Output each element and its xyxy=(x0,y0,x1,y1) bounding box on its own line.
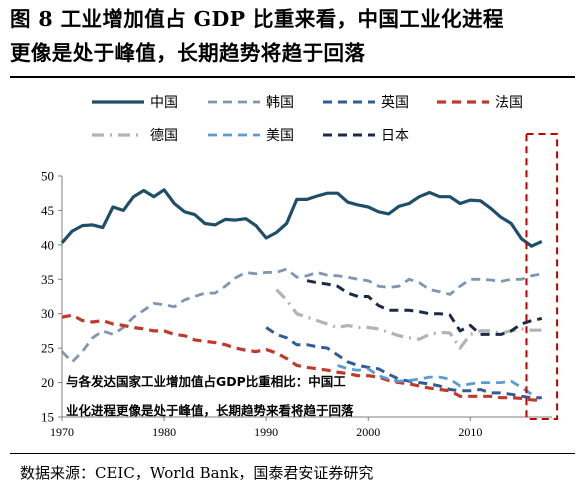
highlight-box xyxy=(525,133,559,420)
y-tick-label: 15 xyxy=(41,410,54,425)
figure-title-line1: 图 8 工业增加值占 GDP 比重来看，中国工业化进程 xyxy=(10,7,504,31)
chart-axes: 15 20 25 30 35 40 45 50 1970 1980 1990 2000 2010 xyxy=(41,169,552,439)
legend-label-6: 日本 xyxy=(381,128,409,144)
legend-label-3: 法国 xyxy=(495,95,523,111)
legend-label-1: 韩国 xyxy=(266,95,294,111)
legend-label-4: 德国 xyxy=(150,128,178,144)
source-rule xyxy=(10,453,575,454)
series-line-0 xyxy=(60,188,543,248)
x-tick-label: 1980 xyxy=(152,425,176,439)
source-note: 数据来源：CEIC，World Bank，国泰君安证券研究 xyxy=(20,464,374,482)
chart-series xyxy=(60,188,543,403)
x-tick-label: 1970 xyxy=(50,425,74,439)
y-tick-label: 30 xyxy=(41,306,54,321)
chart-annotation: 与各发达国家工业增加值占GDP比重相比：中国工 业化进程更像是处于峰值，长期趋势… xyxy=(66,374,354,418)
figure-title-line2: 更像是处于峰值，长期趋势将趋于回落 xyxy=(10,41,366,65)
x-tick-label: 1990 xyxy=(254,425,278,439)
series-line-6 xyxy=(306,279,543,336)
y-tick-label: 25 xyxy=(41,341,54,356)
annotation-line2: 业化进程更像是处于峰值，长期趋势来看将趋于回落 xyxy=(66,403,354,418)
series-line-3 xyxy=(61,313,542,403)
figure-title: 图 8 工业增加值占 GDP 比重来看，中国工业化进程 更像是处于峰值，长期趋势… xyxy=(10,2,575,70)
y-tick-label: 50 xyxy=(41,169,54,184)
series-line-1 xyxy=(61,267,543,364)
highlight-rect xyxy=(525,133,559,420)
series-line-4 xyxy=(275,288,542,350)
y-tick-label: 45 xyxy=(41,203,54,218)
series-line-2 xyxy=(265,326,542,400)
legend-label-2: 英国 xyxy=(381,94,409,111)
y-tick-label: 20 xyxy=(41,375,54,390)
x-tick-label: 2000 xyxy=(356,425,380,439)
y-tick-label: 40 xyxy=(41,237,54,252)
y-tick-label: 35 xyxy=(41,272,54,287)
legend-label-0: 中国 xyxy=(150,95,178,111)
annotation-line1: 与各发达国家工业增加值占GDP比重相比：中国工 xyxy=(66,374,346,389)
title-rule xyxy=(10,76,575,78)
legend-label-5: 美国 xyxy=(266,128,294,144)
x-tick-label: 2010 xyxy=(458,425,482,439)
series-line-5 xyxy=(337,364,533,396)
